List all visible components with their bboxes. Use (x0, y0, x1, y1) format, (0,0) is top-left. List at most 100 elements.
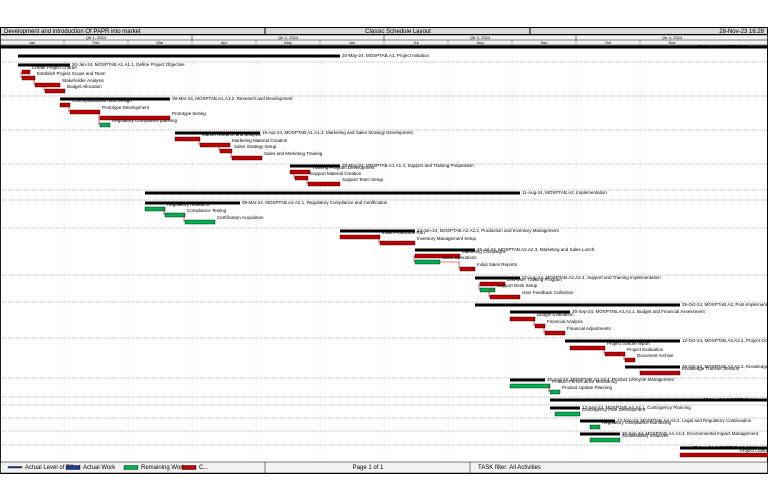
month-label: Jun (349, 40, 355, 45)
task-label: Inventory Management Setup (417, 236, 477, 241)
summary-bar (550, 406, 580, 410)
relationship (533, 318, 535, 326)
summary-bar (510, 378, 545, 382)
activity-bar (489, 294, 521, 300)
activity-bar (589, 437, 621, 443)
quarter-label: Qtr 4, 2024 (662, 35, 683, 40)
task-label: 25-Nov-24, MOSPTAB.A4.A4.4 (693, 445, 756, 450)
task-label: 12-Oct-24, MOSPTAB.A3.A3.2, Project Clos… (682, 338, 768, 343)
summary-bar (580, 432, 620, 436)
activity-bar (604, 351, 626, 357)
task-label: Certification Acquisition (217, 215, 264, 220)
task-label: Regulatory Compliance planning (112, 118, 178, 123)
activity-bar (509, 316, 536, 322)
legend-swatch (7, 466, 23, 469)
quarter-label: Qtr 3, 2024 (470, 35, 491, 40)
relationship (198, 138, 200, 145)
relationship (488, 289, 495, 297)
activity-bar (589, 424, 601, 430)
relationship (603, 347, 605, 354)
task-label: Product Performance Monitoring (552, 379, 617, 384)
task-label: Support Material Creation (310, 171, 362, 176)
project-title: Development and introduction Of PAPR int… (4, 29, 141, 35)
relationship (440, 261, 460, 269)
relationship (293, 171, 310, 178)
quarter-label: Qtr 1, 2024 (86, 35, 107, 40)
activity-bar (624, 357, 636, 363)
activity-bar (307, 181, 341, 187)
activity-bar (569, 345, 606, 351)
activity-bar (554, 411, 581, 417)
activity-bar (231, 155, 263, 161)
task-label: Establish Project Scope and Team (37, 71, 106, 76)
summary-bar (18, 63, 70, 67)
relationship (413, 255, 460, 262)
summary-bar (145, 201, 240, 205)
summary-bar (0, 45, 768, 49)
month-label: Mar (157, 40, 165, 45)
activity-bar (184, 219, 216, 225)
task-label: Project Evaluation (627, 347, 664, 352)
task-label: Knowledge Transfer Session (682, 366, 740, 371)
task-label: 19-Apr-24, MOSPTAB.A1.A1.3, Marketing an… (262, 130, 413, 135)
activity-bar (219, 148, 233, 154)
relationship (543, 325, 545, 333)
activity-bar (144, 206, 166, 212)
legend-label: Actual Level of Effort (25, 465, 81, 471)
activity-bar (544, 330, 566, 336)
task-label: 30-Sep-24, MOSPTAB.A4.A4.3, Environmenta… (622, 431, 759, 436)
summary-bar (550, 398, 768, 402)
task-label: 27-Sep-24, MOSPTAB.A4.A4.2, Legal and Re… (617, 418, 752, 423)
task-label: Project Closure Communication (740, 448, 768, 453)
activity-bar (509, 383, 551, 389)
month-label: May (284, 40, 292, 45)
task-label: Regulatory Research (167, 202, 210, 207)
task-label: Sales Strategy Setup (234, 144, 277, 149)
task-label: Contingency Plan Development (582, 407, 646, 412)
task-label: Budget Evaluation (537, 312, 574, 317)
task-label: Project closure report (607, 341, 651, 346)
relationship (183, 214, 185, 222)
summary-bar (145, 191, 520, 195)
month-label: Sep (540, 40, 548, 45)
activity-bar (339, 234, 381, 240)
activity-bar (21, 75, 36, 81)
relationship (20, 71, 30, 78)
activity-bar (69, 109, 101, 115)
relationship (163, 208, 165, 215)
summary-bar (415, 248, 475, 252)
legend-swatch (65, 465, 81, 470)
task-label: Marketing Campaigns (462, 249, 507, 254)
legend-label: Actual Work (83, 465, 116, 471)
legend-label: C... (199, 465, 209, 471)
task-label: 25-Oct-24, MOSPTAB.A3.A3.3, Knowledge (682, 364, 768, 369)
layout-name: Classic Schedule Layout (365, 29, 431, 35)
activity-bar (294, 175, 309, 181)
task-label: End-User Training Program (507, 277, 562, 282)
relationship (548, 385, 550, 392)
task-label: 30-Jan-24, MOSPTAB.A1.A1.1, Define Proje… (72, 62, 185, 67)
task-label: Stakeholder Analysis (62, 78, 105, 83)
date: 28-Nov-23 16:28 (719, 29, 764, 35)
activity-bar (164, 212, 186, 218)
activity-bar (174, 136, 201, 142)
task-label: Prototype testing (172, 111, 206, 116)
month-label: Feb (93, 40, 101, 45)
summary-bar (565, 339, 680, 343)
legend-swatch (181, 465, 197, 470)
relationship (98, 111, 100, 118)
task-label: Create Project Charter (32, 65, 78, 70)
task-label: Support Team Setup (342, 177, 383, 182)
page-number: Page 1 of 1 (353, 465, 384, 471)
task-label: 30-Aug-24, MOSPTAB.A3.A3.4, Product Life… (547, 377, 674, 382)
task-label: Financial Analysis (547, 319, 584, 324)
task-label: Conceptualization and Design (72, 98, 132, 103)
summary-bar (475, 276, 520, 280)
activity-bar (44, 88, 66, 94)
task-label: Initial Sales Reports (477, 262, 518, 267)
summary-bar (18, 54, 340, 58)
task-label: 25-Nov-24, MOSPTAB Devel (697, 44, 755, 49)
task-label: Compliance Testing (187, 208, 227, 213)
month-label: Nov (668, 40, 675, 45)
